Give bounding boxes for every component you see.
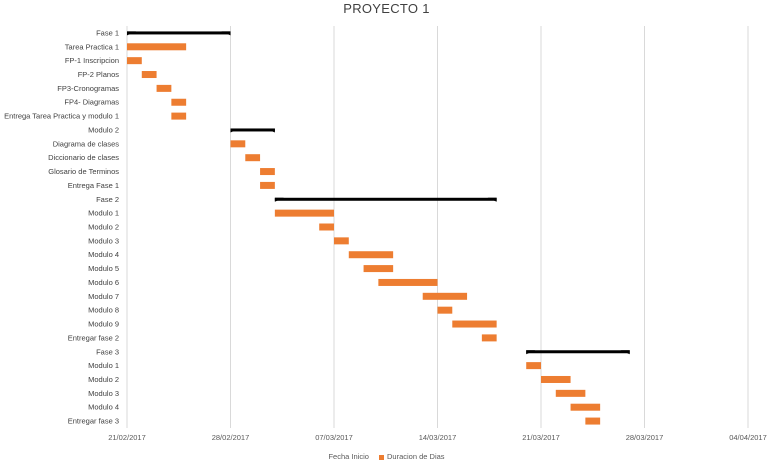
task-label: Entregar fase 2 (68, 333, 119, 342)
duration-bar (452, 320, 497, 328)
legend: Fecha Inicio Duracion de Dias (0, 452, 773, 461)
duration-bar (274, 209, 334, 217)
task-label: Modulo 3 (88, 236, 119, 245)
legend-item-duracion: Duracion de Dias (379, 452, 445, 461)
duration-bar (127, 43, 187, 51)
x-tick-label: 14/03/2017 (419, 433, 457, 442)
duration-bar (171, 112, 187, 120)
task-label: FP3-Cronogramas (57, 84, 119, 93)
summary-bar-start-cap (127, 31, 136, 36)
task-label: Modulo 9 (88, 320, 119, 329)
summary-bar (230, 128, 275, 132)
duration-bar (319, 223, 334, 231)
duration-bar (334, 237, 349, 245)
task-label: FP4- Diagramas (64, 98, 119, 107)
task-label: Tarea Practica 1 (65, 42, 119, 51)
task-label: Fase 1 (96, 28, 119, 37)
duration-bar (260, 168, 275, 176)
task-label: Modulo 2 (88, 125, 119, 134)
summary-bar-start-cap (230, 128, 240, 133)
duration-bar (156, 84, 172, 92)
task-label: Modulo 4 (88, 250, 119, 259)
summary-bar-start-cap (274, 197, 284, 202)
summary-bar (274, 197, 497, 201)
duration-bar (437, 306, 453, 314)
task-label: Modulo 6 (88, 278, 119, 287)
task-label: Modulo 1 (88, 209, 119, 218)
x-tick-label: 07/03/2017 (315, 433, 353, 442)
task-label: Entrega Tarea Practica y modulo 1 (4, 112, 119, 121)
task-label: Modulo 1 (88, 361, 119, 370)
task-label: Diagrama de clases (53, 139, 120, 148)
summary-bar-end-cap (265, 128, 275, 133)
summary-bar (127, 31, 231, 35)
task-label: Diccionario de clases (48, 153, 119, 162)
duration-bar (585, 417, 601, 425)
legend-label-fecha-inicio: Fecha Inicio (328, 452, 369, 461)
duration-bar (422, 292, 468, 300)
duration-bar (555, 389, 586, 397)
task-label: Glosario de Terminos (48, 167, 119, 176)
x-tick-label: 04/04/2017 (729, 433, 767, 442)
duration-bar (378, 278, 438, 286)
task-label: Modulo 4 (88, 403, 119, 412)
task-label: Fase 3 (96, 347, 119, 356)
summary-bar-start-cap (526, 350, 536, 355)
task-label: Entrega Fase 1 (68, 181, 119, 190)
summary-bar-end-cap (620, 350, 630, 355)
legend-item-fecha-inicio: Fecha Inicio (328, 452, 368, 461)
duration-bar (541, 375, 571, 383)
task-label: Modulo 7 (88, 292, 119, 301)
task-label: FP-1 Inscripcion (65, 56, 119, 65)
chart-title: PROYECTO 1 (343, 1, 430, 16)
summary-bar-end-cap (487, 197, 497, 202)
duration-bar (348, 251, 394, 259)
duration-bar (245, 154, 261, 162)
x-tick-label: 28/02/2017 (212, 433, 250, 442)
duration-bar (363, 265, 394, 273)
task-label: Modulo 5 (88, 264, 119, 273)
legend-label-duracion: Duracion de Dias (387, 452, 445, 461)
duration-bar (127, 57, 142, 65)
duration-bar (260, 181, 275, 189)
duration-bar (570, 403, 601, 411)
task-label: FP-2 Planos (78, 70, 120, 79)
task-label: Modulo 2 (88, 223, 119, 232)
duration-bar (526, 362, 541, 370)
task-label: Entregar fase 3 (68, 417, 119, 426)
duration-bar (481, 334, 497, 342)
duration-bar (171, 98, 187, 106)
legend-swatch-duracion (379, 454, 384, 460)
task-label: Modulo 8 (88, 306, 119, 315)
x-tick-label: 21/03/2017 (522, 433, 560, 442)
x-tick-label: 21/02/2017 (108, 433, 146, 442)
task-label: Modulo 2 (88, 375, 119, 384)
summary-bar (526, 350, 630, 354)
x-tick-label: 28/03/2017 (626, 433, 664, 442)
summary-bar-end-cap (221, 31, 231, 36)
duration-bar (230, 140, 246, 148)
task-label: Fase 2 (96, 195, 119, 204)
duration-bar (141, 71, 157, 79)
task-label: Modulo 3 (88, 389, 119, 398)
